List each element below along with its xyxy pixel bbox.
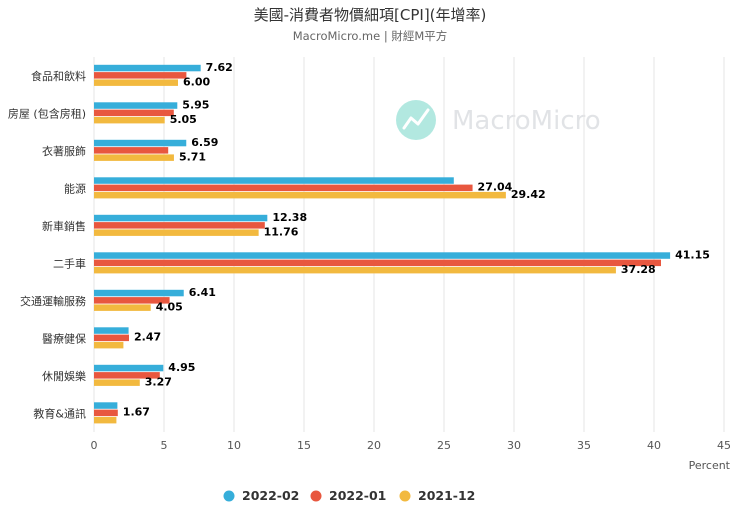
category-label: 房屋 (包含房租) — [8, 106, 86, 120]
data-labels: 7.626.005.955.056.595.7127.0429.4212.381… — [123, 61, 710, 419]
bar-2022-01-2[interactable] — [94, 147, 169, 154]
bar-2021-12-4[interactable] — [94, 229, 259, 236]
data-label: 6.59 — [191, 136, 218, 149]
x-tick-label: 5 — [161, 439, 168, 452]
bar-2021-12-9[interactable] — [94, 416, 117, 424]
data-label: 37.28 — [621, 263, 656, 276]
data-label: 6.41 — [189, 286, 216, 299]
data-label: 6.00 — [183, 75, 210, 88]
category-label: 教育&通訊 — [33, 406, 86, 420]
bar-2022-01-7[interactable] — [94, 334, 129, 342]
bar-2022-01-3[interactable] — [94, 184, 473, 192]
data-label: 5.95 — [182, 98, 209, 111]
legend: 2022-02 2022-01 2021-12 — [223, 488, 475, 503]
category-label: 能源 — [64, 181, 86, 195]
bar-2021-12-7[interactable] — [94, 341, 124, 349]
data-label: 4.05 — [156, 300, 183, 313]
category-label: 衣著服飾 — [42, 144, 86, 158]
data-label: 7.62 — [206, 61, 233, 74]
x-tick-label: 25 — [437, 439, 451, 452]
x-tick-label: 35 — [577, 439, 591, 452]
category-label: 食品和飲料 — [31, 69, 86, 83]
x-tick-label: 20 — [367, 439, 381, 452]
chart-subtitle: MacroMicro.me | 財經M平方 — [293, 29, 448, 43]
bar-2022-02-2[interactable] — [94, 139, 187, 147]
bar-2021-12-5[interactable] — [94, 266, 616, 274]
legend-marker-2022-01[interactable] — [310, 490, 322, 502]
data-label: 5.05 — [170, 113, 197, 126]
bar-2022-02-3[interactable] — [94, 177, 454, 184]
watermark-text: MacroMicro — [452, 106, 601, 136]
category-label: 休閒娛樂 — [42, 369, 86, 383]
legend-label[interactable]: 2022-01 — [329, 488, 386, 503]
chart-title: 美國-消費者物價細項[CPI](年增率) — [254, 6, 487, 24]
bar-2022-02-4[interactable] — [94, 214, 268, 222]
x-tick-label: 40 — [647, 439, 661, 452]
bar-2022-01-1[interactable] — [94, 109, 174, 117]
x-axis-title: Percent — [689, 459, 731, 472]
bar-2021-12-8[interactable] — [94, 379, 140, 386]
x-tick-label: 30 — [507, 439, 521, 452]
data-label: 5.71 — [179, 150, 206, 163]
bars — [94, 64, 671, 424]
bar-2022-01-6[interactable] — [94, 297, 170, 304]
bar-2022-01-9[interactable] — [94, 409, 118, 417]
data-label: 27.04 — [478, 181, 513, 194]
category-label: 新車銷售 — [42, 219, 86, 233]
bar-2022-02-0[interactable] — [94, 64, 201, 72]
data-label: 12.38 — [272, 211, 307, 224]
category-label: 醫療健保 — [42, 331, 86, 345]
bar-2022-02-8[interactable] — [94, 364, 164, 372]
bar-2022-02-9[interactable] — [94, 402, 118, 409]
bar-2021-12-2[interactable] — [94, 154, 174, 161]
category-label: 交通運輸服務 — [20, 294, 86, 308]
bar-2022-01-0[interactable] — [94, 72, 187, 79]
x-tick-label: 10 — [227, 439, 241, 452]
watermark: MacroMicro — [396, 100, 601, 140]
bar-2022-02-5[interactable] — [94, 252, 671, 259]
bar-2022-01-5[interactable] — [94, 259, 661, 267]
watermark-trend-icon — [402, 108, 430, 130]
data-label: 4.95 — [168, 361, 195, 374]
data-label: 3.27 — [145, 375, 172, 388]
bar-2022-02-1[interactable] — [94, 102, 178, 109]
category-label: 二手車 — [53, 256, 86, 270]
bar-2021-12-3[interactable] — [94, 191, 506, 199]
x-tick-label: 0 — [91, 439, 98, 452]
bar-2022-01-4[interactable] — [94, 222, 265, 229]
bar-2021-12-1[interactable] — [94, 116, 165, 124]
x-axis-ticks: 0 5 10 15 20 25 30 35 40 45 — [91, 439, 732, 452]
bar-2021-12-6[interactable] — [94, 304, 151, 311]
data-label: 2.47 — [134, 331, 161, 344]
x-tick-label: 15 — [297, 439, 311, 452]
data-label: 29.42 — [511, 188, 546, 201]
bar-2021-12-0[interactable] — [94, 79, 178, 86]
data-label: 41.15 — [675, 248, 710, 261]
data-label: 1.67 — [123, 406, 150, 419]
x-tick-label: 45 — [717, 439, 731, 452]
bar-2022-01-8[interactable] — [94, 372, 160, 379]
bar-2022-02-6[interactable] — [94, 289, 184, 297]
watermark-logo-icon — [396, 100, 436, 140]
data-label: 11.76 — [264, 225, 299, 238]
legend-label[interactable]: 2022-02 — [242, 488, 299, 503]
legend-marker-2021-12[interactable] — [399, 490, 411, 502]
legend-label[interactable]: 2021-12 — [418, 488, 475, 503]
legend-marker-2022-02[interactable] — [223, 490, 235, 502]
bar-2022-02-7[interactable] — [94, 327, 129, 334]
